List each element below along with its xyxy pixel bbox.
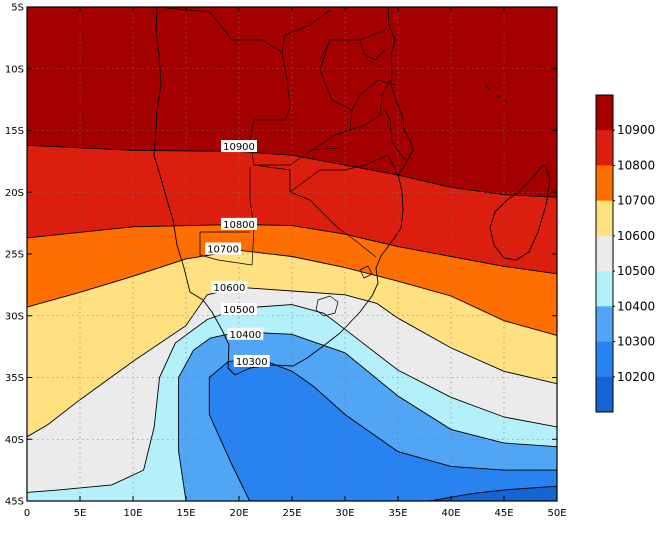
- legend-label: 10900: [617, 123, 655, 137]
- y-tick-label: 35S: [5, 373, 24, 384]
- contour-10600: [27, 286, 557, 438]
- contour-label-10900: 10900: [221, 140, 257, 153]
- contour-10800: [27, 223, 557, 275]
- color-legend: 10900 10800 10700 10600 10500 10400 10300 10200: [595, 94, 655, 413]
- legend-swatch: [596, 95, 613, 131]
- y-tick-label: 20S: [5, 188, 24, 199]
- x-tick-label: 30E: [335, 508, 354, 519]
- contour-label-10300: 10300: [233, 354, 270, 368]
- legend-swatch: [596, 376, 613, 413]
- contour-label-text: 10500: [223, 305, 255, 316]
- contour-10700: [27, 249, 557, 336]
- y-axis: 5S 10S 15S 20S 25S 30S 35S 40S 45S: [5, 3, 557, 508]
- contour-label-bg: [205, 242, 242, 255]
- x-tick-label: 10E: [123, 508, 142, 519]
- africa-coastline: [153, 7, 414, 376]
- legend-frame: [595, 94, 614, 413]
- y-tick-label: 30S: [5, 311, 24, 322]
- x-tick-label: 5E: [74, 508, 87, 519]
- contour-label-bg: [221, 140, 257, 153]
- contour-label-text: 10600: [214, 283, 246, 294]
- contour-bands: [27, 7, 557, 501]
- x-tick-label: 15E: [176, 508, 195, 519]
- x-axis: 0 5E 10E 15E 20E 25E 30E 35E 40E 45E 50E: [24, 7, 567, 519]
- y-tick-label: 40S: [5, 435, 24, 446]
- contour-label-10400: 10400: [227, 327, 264, 341]
- contour-label-10800: 10800: [221, 217, 257, 231]
- contour-label-text: 10700: [207, 245, 239, 256]
- contour-10400: [178, 331, 557, 501]
- contour-labels: 10900 10800 10700 10600 10500 10400 10300: [205, 140, 270, 368]
- y-tick-label: 15S: [5, 126, 24, 137]
- legend-swatch: [596, 341, 613, 378]
- madagascar-coastline: [489, 164, 551, 261]
- x-tick-label: 50E: [547, 508, 566, 519]
- contour-label-bg: [221, 303, 257, 316]
- x-tick-label: 45E: [494, 508, 513, 519]
- legend-label: 10300: [617, 335, 655, 349]
- contour-label-10600: 10600: [211, 280, 248, 294]
- contour-label-text: 10800: [223, 220, 255, 231]
- x-tick-label: 20E: [229, 508, 248, 519]
- legend-label: 10200: [617, 370, 655, 384]
- y-tick-label: 25S: [5, 250, 24, 261]
- contour-label-bg: [227, 327, 264, 340]
- legend-swatch: [596, 200, 613, 237]
- legend-label: 10800: [617, 158, 655, 172]
- y-tick-label: 5S: [11, 3, 24, 14]
- contour-label-10700: 10700: [205, 242, 242, 256]
- contour-label-text: 10900: [223, 142, 255, 153]
- contour-label-text: 10400: [229, 330, 261, 341]
- comoros-islands: [485, 84, 508, 104]
- legend-swatch: [596, 165, 613, 201]
- x-tick-label: 35E: [388, 508, 407, 519]
- y-tick-label: 45S: [5, 497, 24, 508]
- contour-label-10500: 10500: [221, 303, 257, 316]
- legend-label: 10500: [617, 264, 655, 278]
- contour-label-bg: [233, 354, 270, 367]
- contour-label-bg: [211, 280, 248, 293]
- contour-10900: [27, 144, 557, 198]
- x-tick-label: 40E: [441, 508, 460, 519]
- contour-10300: [208, 358, 557, 501]
- legend-swatch: [596, 130, 613, 166]
- legend-label: 10400: [617, 299, 655, 313]
- x-tick-label: 0: [24, 508, 30, 519]
- legend-swatch: [596, 235, 613, 272]
- legend-label: 10600: [617, 229, 655, 243]
- contour-label-text: 10300: [236, 357, 268, 368]
- map-plot-area: 10900 10800 10700 10600 10500 10400 10300: [27, 7, 557, 501]
- legend-swatch: [596, 306, 613, 342]
- contour-label-bg: [221, 217, 257, 230]
- x-tick-label: 25E: [282, 508, 301, 519]
- y-tick-label: 10S: [5, 64, 24, 75]
- legend-swatch: [596, 271, 613, 307]
- legend-label: 10700: [617, 194, 655, 208]
- gridlines: [27, 7, 557, 501]
